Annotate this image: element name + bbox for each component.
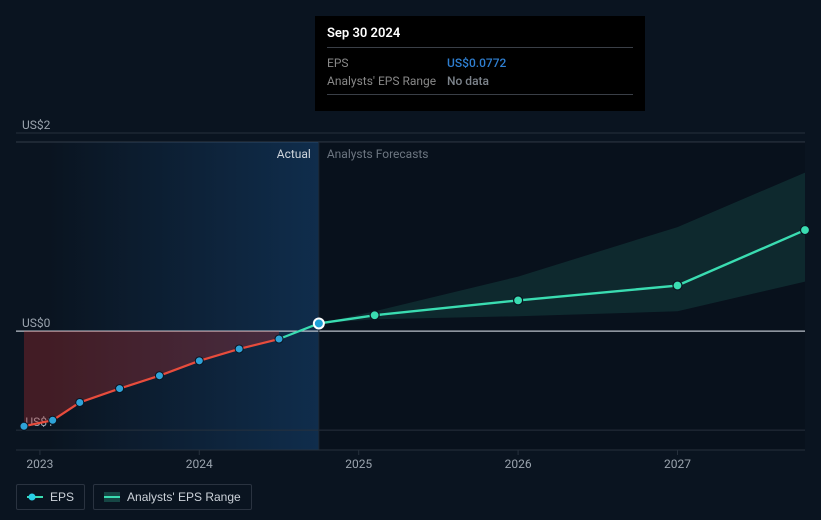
eps-actual-neg-marker [116,385,124,393]
eps-actual-neg-marker [155,372,163,380]
tooltip-row-value: No data [447,72,489,90]
tooltip-rows: EPSUS$0.0772Analysts' EPS RangeNo data [327,54,633,90]
chart-legend: EPS Analysts' EPS Range [16,484,252,510]
chart-tooltip: Sep 30 2024 EPSUS$0.0772Analysts' EPS Ra… [315,16,645,111]
tooltip-row: Analysts' EPS RangeNo data [327,72,633,90]
forecast-region-label: Analysts Forecasts [327,147,429,161]
tooltip-row-label: EPS [327,54,447,72]
tooltip-date: Sep 30 2024 [327,26,633,41]
current-point-marker [314,318,324,328]
legend-label: EPS [50,490,74,504]
x-axis-label: 2023 [26,457,53,471]
y-axis-label: US$2 [22,118,51,132]
legend-label: Analysts' EPS Range [127,490,241,504]
eps-forecast-marker [801,226,810,235]
actual-region-label: Actual [277,147,311,161]
tooltip-separator-bottom [327,94,633,95]
tooltip-separator [327,47,633,48]
chart-root: -US$1US$0US$2ActualAnalysts Forecasts202… [0,0,821,520]
legend-item-range[interactable]: Analysts' EPS Range [93,484,252,510]
eps-actual-neg-marker [20,422,28,430]
x-axis-label: 2027 [664,457,691,471]
eps-forecast-marker [370,311,379,320]
eps-actual-neg-marker [49,416,57,424]
tooltip-row: EPSUS$0.0772 [327,54,633,72]
legend-swatch-range [104,492,120,502]
eps-actual-neg-marker [195,357,203,365]
x-axis-label: 2025 [345,457,372,471]
eps-actual-neg-marker [76,398,84,406]
tooltip-row-label: Analysts' EPS Range [327,72,447,90]
tooltip-row-value: US$0.0772 [447,54,506,72]
x-axis-label: 2026 [505,457,532,471]
eps-actual-neg-marker [275,335,283,343]
legend-item-eps[interactable]: EPS [16,484,85,510]
eps-actual-neg-marker [235,345,243,353]
x-axis-label: 2024 [186,457,213,471]
eps-forecast-marker [514,296,523,305]
y-axis-label: US$0 [22,316,51,330]
legend-swatch-eps [27,492,43,502]
eps-forecast-marker [673,281,682,290]
